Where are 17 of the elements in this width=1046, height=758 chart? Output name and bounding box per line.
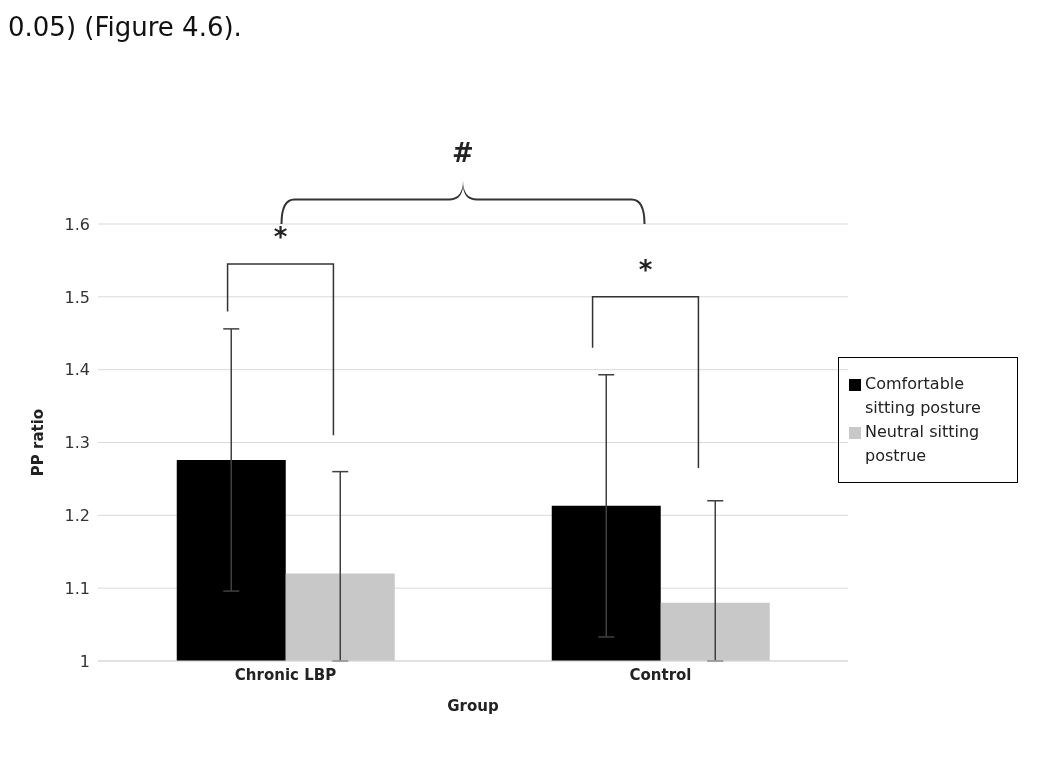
legend-label: Neutral sitting postrue (865, 421, 981, 467)
y-tick-label: 1.2 (64, 506, 90, 526)
annotation: * (638, 254, 653, 285)
annotation: * (273, 221, 288, 252)
y-axis-title: PP ratio (29, 408, 48, 477)
y-tick-label: 1.1 (64, 578, 90, 598)
y-tick-label: 1 (79, 651, 90, 671)
x-axis-title: Group (447, 697, 499, 715)
legend-label: Comfortable sitting posture (865, 373, 982, 419)
y-tick-label: 1.4 (64, 360, 90, 380)
text: 0.05) (Figure 4.6). (8, 12, 242, 42)
y-tick-label: 1.5 (64, 287, 90, 307)
x-tick-label: Chronic LBP (234, 665, 337, 684)
text: # (452, 138, 474, 169)
y-tick-label: 1.6 (64, 214, 90, 234)
x-tick-label: Control (629, 665, 692, 684)
y-tick-label: 1.3 (64, 433, 90, 453)
